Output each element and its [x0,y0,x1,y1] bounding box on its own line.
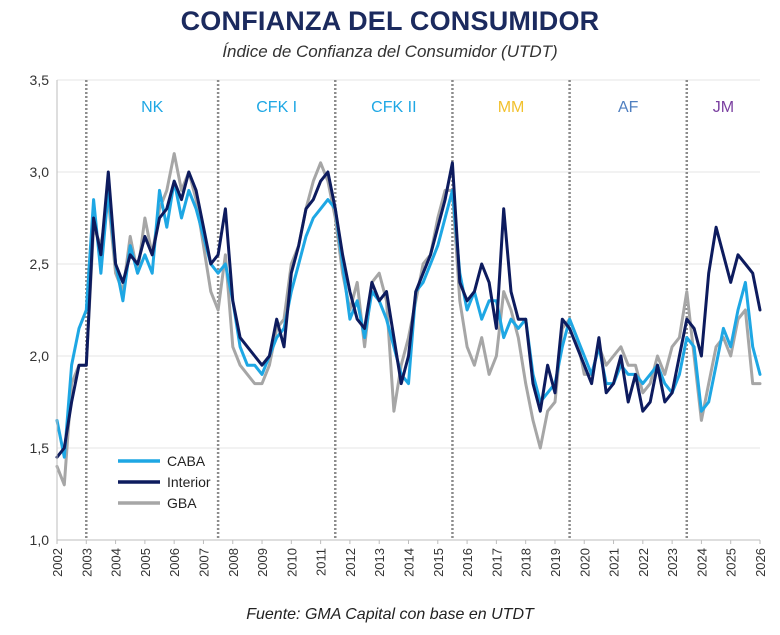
x-tick-label: 2017 [489,548,504,577]
x-tick-label: 2008 [226,548,241,577]
x-tick-label: 2021 [607,548,622,577]
x-tick-label: 2015 [431,548,446,577]
y-tick-label: 2,5 [30,256,50,272]
x-tick-label: 2016 [460,548,475,577]
chart-title: CONFIANZA DEL CONSUMIDOR [180,6,600,36]
period-label: CFK I [256,99,297,116]
x-tick-label: 2005 [138,548,153,577]
period-label: MM [498,99,525,116]
x-tick-label: 2019 [548,548,563,577]
x-tick-label: 2020 [577,548,592,577]
y-tick-label: 3,5 [30,72,50,88]
y-tick-label: 1,5 [30,440,50,456]
y-tick-label: 1,0 [30,532,50,548]
x-tick-label: 2024 [694,548,709,577]
source-note: Fuente: GMA Capital con base en UTDT [246,606,534,623]
x-tick-label: 2013 [372,548,387,577]
x-tick-label: 2022 [636,548,651,577]
x-tick-label: 2026 [753,548,768,577]
x-tick-label: 2025 [724,548,739,577]
series-line-interior [55,161,762,459]
period-label: CFK II [371,99,416,116]
x-tick-label: 2004 [109,548,124,577]
x-tick-label: 2011 [314,548,329,576]
chart-subtitle: Índice de Confianza del Consumidor (UTDT… [222,42,558,61]
period-label: AF [618,99,639,116]
legend: CABA Interior GBA [118,453,211,511]
x-tick-label: 2018 [519,548,534,577]
x-tick-label: 2010 [284,548,299,577]
axes: 1,0 1,5 2,0 2,5 3,0 3,5 2002 2003 2004 2005 2006 20… [30,72,768,577]
x-tick-label: 2012 [343,548,358,577]
x-tick-label: 2014 [402,548,417,577]
x-tick-label: 2002 [50,548,65,577]
period-label: JM [713,99,734,116]
period-labels: NK CFK I CFK II MM AF JM [141,99,734,116]
x-tick-label: 2007 [196,548,211,577]
legend-label: Interior [167,474,211,490]
y-tick-label: 2,0 [30,348,50,364]
x-tick-label: 2003 [79,548,94,577]
gridlines [57,79,760,541]
series-line-caba [55,179,762,459]
x-tick-label: 2009 [255,548,270,577]
x-tick-label: 2023 [665,548,680,577]
legend-label: CABA [167,453,206,469]
series-lines [55,152,762,487]
x-tick-label: 2006 [167,548,182,577]
period-label: NK [141,99,164,116]
y-tick-label: 3,0 [30,164,50,180]
line-chart: NK CFK I CFK II MM AF JM 1,0 1,5 2,0 2,5 3,0 3,5 20… [30,72,768,577]
series-line-gba [55,152,762,487]
legend-label: GBA [167,495,197,511]
